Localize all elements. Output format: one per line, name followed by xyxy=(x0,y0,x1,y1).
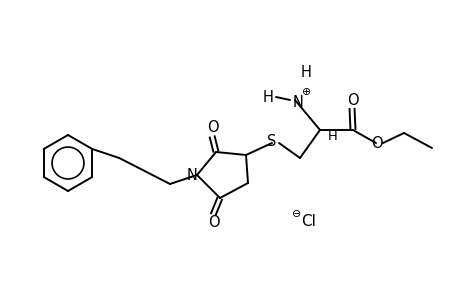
Text: Cl: Cl xyxy=(301,214,316,230)
Text: S: S xyxy=(267,134,276,149)
Text: H: H xyxy=(300,64,311,80)
Text: N: N xyxy=(292,94,303,110)
Text: O: O xyxy=(347,92,358,107)
Text: H: H xyxy=(327,130,337,143)
Text: ⊖: ⊖ xyxy=(292,209,301,219)
Text: O: O xyxy=(370,136,382,152)
Text: N: N xyxy=(186,167,197,182)
Text: O: O xyxy=(208,215,219,230)
Text: O: O xyxy=(207,121,218,136)
Text: ⊕: ⊕ xyxy=(302,87,311,97)
Text: H: H xyxy=(262,89,273,104)
